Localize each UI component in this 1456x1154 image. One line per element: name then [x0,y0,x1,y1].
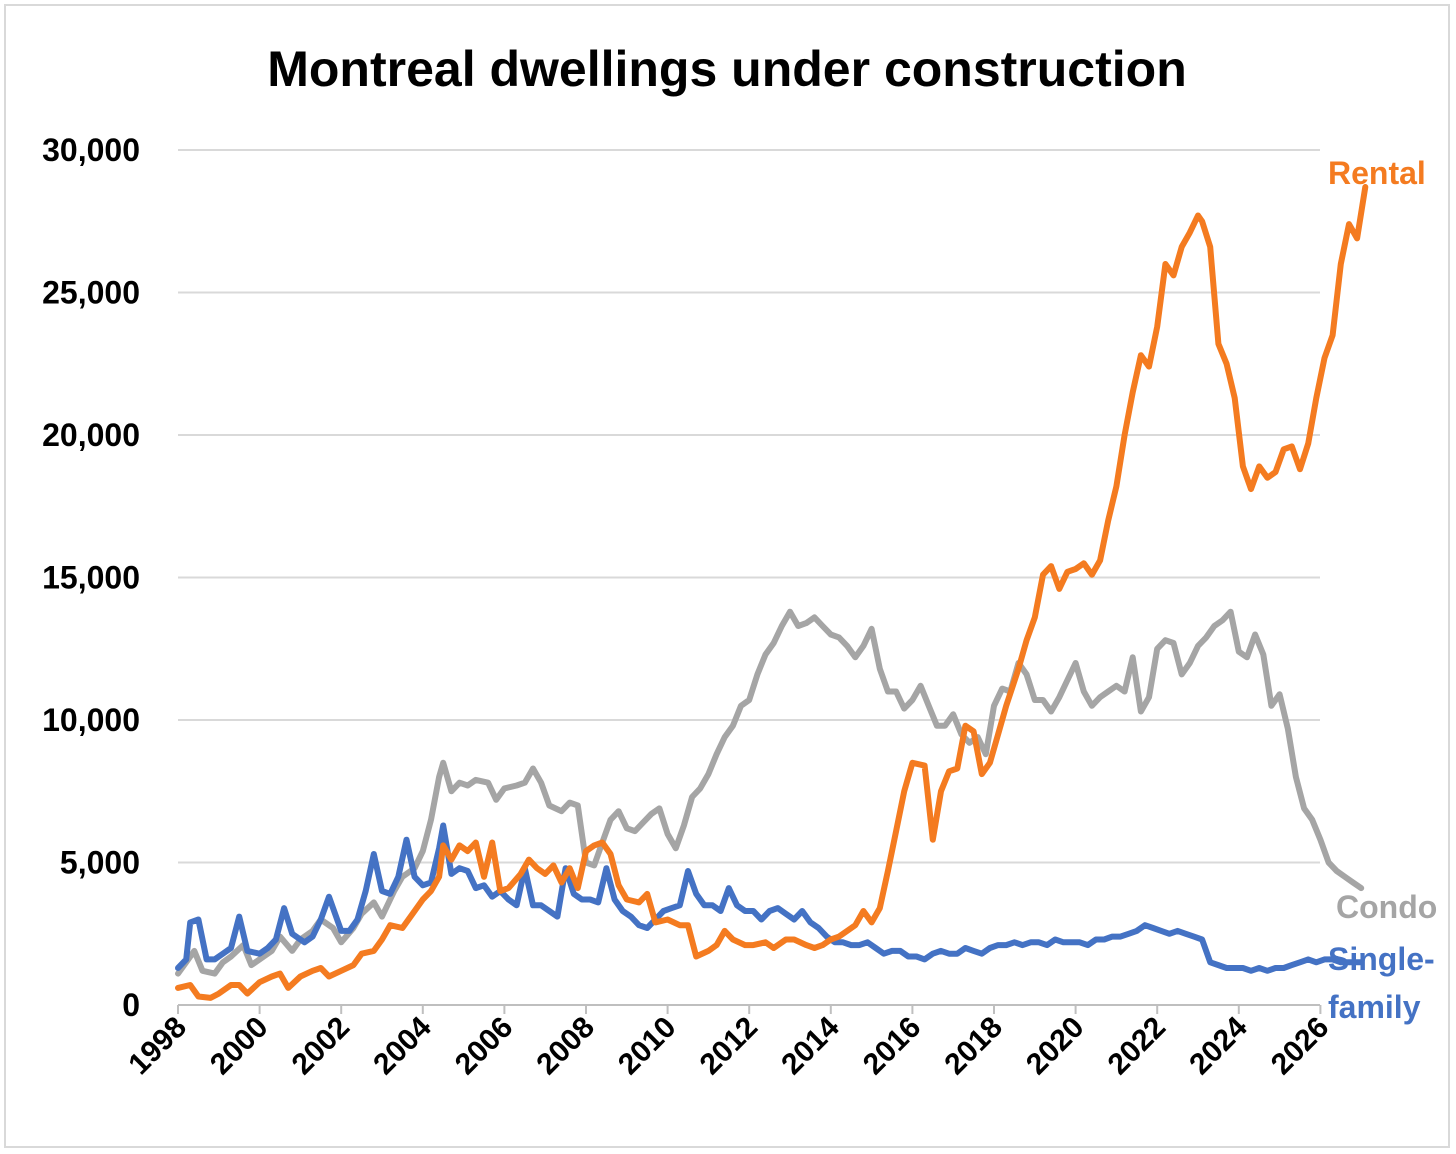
x-tick-label: 2002 [286,1011,357,1082]
x-tick-label: 2024 [1183,1010,1254,1081]
x-tick-label: 2006 [449,1011,520,1082]
x-tick-label: 2016 [857,1011,928,1082]
chart-title: Montreal dwellings under construction [267,41,1187,97]
x-tick-label: 2014 [775,1010,846,1081]
y-tick-label: 25,000 [42,275,140,311]
series-line-single-family [175,822,1365,974]
x-tick-label: 2010 [612,1011,683,1082]
series-label-condo: Condo [1336,889,1437,925]
x-tick-label: 2022 [1102,1011,1173,1082]
series-line-rental [175,184,1369,1001]
x-tick-label: 2020 [1020,1011,1091,1082]
series-label-single-family: Single-family [1328,941,1435,1025]
y-axis-tick-labels: 0 5,000 10,000 15,000 20,000 25,000 30,000 [42,132,140,1023]
y-tick-label: 30,000 [42,132,140,168]
series-label-rental: Rental [1328,155,1426,191]
x-tick-label: 2004 [367,1010,438,1081]
y-tick-label: 10,000 [42,702,140,738]
x-axis-tick-labels: 1998 2000 2002 2004 2006 2008 2010 2012 2014 2016… [122,1010,1335,1081]
x-tick-label: 2018 [938,1011,1009,1082]
y-tick-label: 15,000 [42,560,140,596]
y-tick-label: 20,000 [42,417,140,453]
series-lines [175,184,1369,1001]
y-tick-label: 0 [122,987,140,1023]
x-tick-label: 2012 [694,1011,765,1082]
x-tick-label: 2026 [1265,1011,1336,1082]
x-tick-label: 2008 [530,1011,601,1082]
y-tick-label: 5,000 [60,845,140,881]
series-line-condo [175,608,1365,977]
series-labels: Rental Condo Single-family [1328,155,1437,1025]
x-tick-label: 2000 [204,1011,275,1082]
gridlines [177,149,1322,1014]
